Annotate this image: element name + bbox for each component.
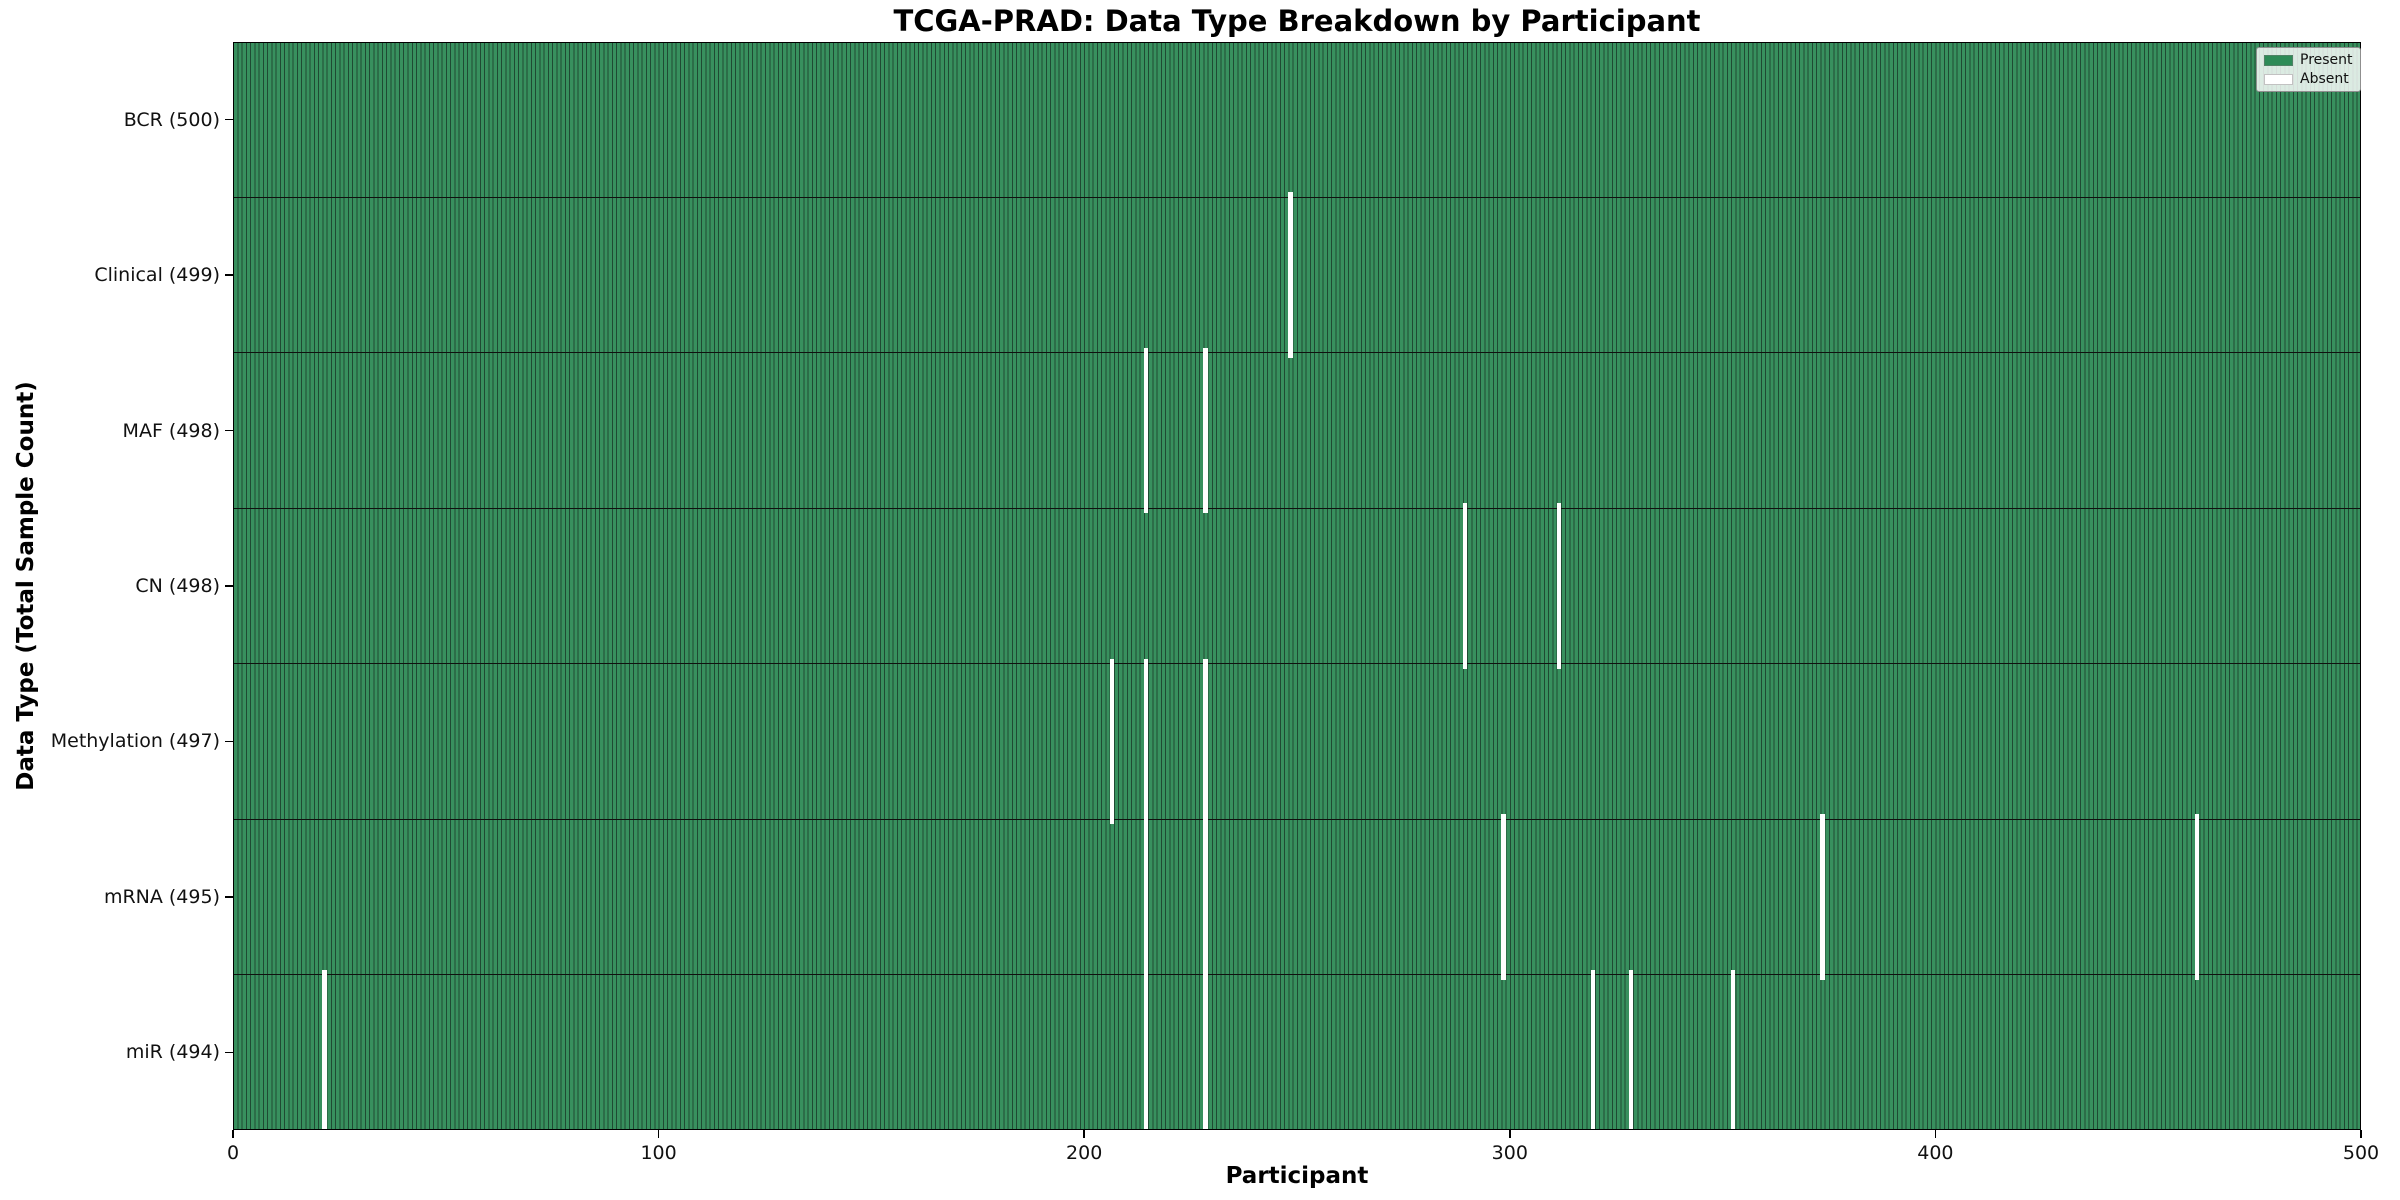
row-separator [233,818,2361,820]
absent-gap [1501,814,1506,980]
y-tick-mark [225,896,233,898]
y-tick-mark [225,274,233,276]
row-separator [233,352,2361,354]
y-tick-label: Clinical (499) [94,264,220,287]
x-tick-label: 400 [1917,1142,1954,1164]
plot-area [233,42,2361,1130]
y-tick-label: Methylation (497) [50,730,220,753]
y-tick-mark [225,429,233,432]
legend-swatch-absent-icon [2264,73,2293,85]
y-tick-mark [225,585,233,587]
y-tick-label: mRNA (495) [103,885,220,908]
absent-gap [1203,969,1208,1130]
y-tick-label: BCR (500) [123,108,220,131]
x-tick-mark [1083,1130,1085,1138]
legend-item-absent: Absent [2264,72,2353,86]
absent-gap [1462,503,1468,669]
x-tick-label: 200 [1066,1142,1103,1164]
legend-swatch-present-icon [2264,54,2293,66]
row-separator [233,196,2361,199]
y-tick-label: CN (498) [135,575,220,597]
absent-gap [322,969,327,1130]
y-tick-mark [225,1051,233,1054]
absent-gap [1143,969,1149,1130]
x-tick-mark [657,1130,660,1138]
absent-gap [1731,969,1736,1130]
x-tick-mark [1934,1130,1937,1138]
y-tick-label: MAF (498) [122,419,220,442]
y-tick-mark [225,740,233,743]
absent-gap [1143,814,1149,980]
absent-gap [1143,347,1149,514]
absent-gap [1288,192,1293,358]
legend-item-present: Present [2264,53,2353,67]
y-tick-label: miR (494) [125,1041,220,1064]
x-tick-mark [232,1130,234,1138]
chart-title: TCGA-PRAD: Data Type Breakdown by Partic… [893,4,1701,38]
x-tick-label: 300 [1491,1142,1528,1164]
x-axis-label: Participant [1225,1163,1369,1189]
x-tick-label: 0 [226,1142,240,1164]
legend-label-absent: Absent [2300,71,2349,87]
absent-gap [2195,814,2200,980]
y-tick-mark [225,118,233,121]
legend-label-present: Present [2300,52,2353,68]
absent-gap [1203,814,1208,980]
legend: Present Absent [2256,47,2361,92]
absent-gap [1590,969,1595,1130]
absent-gap [1203,347,1208,514]
plot-border [233,42,2361,1130]
absent-gap [1109,658,1114,825]
absent-gap [1820,814,1825,980]
row-separator [233,507,2361,509]
absent-gap [1143,658,1149,825]
absent-gap [1203,658,1208,825]
row-separator [233,663,2361,665]
x-tick-label: 100 [640,1142,677,1164]
x-tick-mark [1509,1130,1511,1138]
x-tick-label: 500 [2342,1142,2380,1164]
absent-gap [1628,969,1634,1130]
row-separator [233,973,2361,976]
absent-gap [1556,503,1561,669]
x-tick-mark [2360,1130,2362,1138]
